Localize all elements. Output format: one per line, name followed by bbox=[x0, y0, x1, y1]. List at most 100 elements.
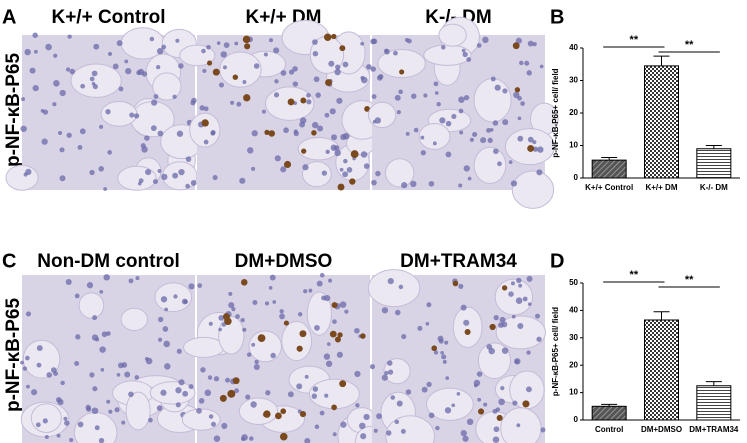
nucleus bbox=[103, 187, 108, 191]
nucleus bbox=[516, 423, 521, 428]
nucleus bbox=[292, 66, 298, 72]
nucleus bbox=[36, 345, 43, 352]
nucleus bbox=[222, 65, 227, 70]
stained-nucleus bbox=[399, 69, 405, 75]
nucleus bbox=[157, 130, 164, 137]
nucleus bbox=[483, 402, 488, 407]
stained-nucleus bbox=[337, 332, 343, 338]
tubule bbox=[384, 158, 415, 188]
nucleus bbox=[274, 155, 281, 162]
nucleus bbox=[242, 80, 247, 85]
stained-nucleus bbox=[325, 79, 332, 87]
nucleus bbox=[336, 97, 343, 104]
nucleus bbox=[502, 88, 508, 94]
tubule bbox=[22, 339, 61, 379]
nucleus bbox=[241, 436, 246, 442]
error-bar bbox=[653, 55, 670, 66]
nucleus bbox=[486, 128, 491, 133]
nucleus bbox=[317, 125, 324, 132]
nucleus bbox=[66, 132, 72, 138]
stained-nucleus bbox=[496, 414, 503, 421]
nucleus bbox=[42, 109, 49, 115]
nucleus bbox=[434, 91, 439, 95]
tubule bbox=[125, 391, 151, 431]
nucleus bbox=[53, 80, 60, 87]
nucleus bbox=[458, 283, 464, 289]
nucleus bbox=[145, 169, 152, 176]
nucleus bbox=[230, 100, 235, 105]
nucleus bbox=[316, 280, 323, 287]
stained-nucleus bbox=[212, 68, 220, 76]
nucleus bbox=[173, 294, 178, 299]
nucleus bbox=[114, 407, 120, 413]
nucleus bbox=[296, 383, 303, 390]
nucleus bbox=[261, 109, 266, 114]
nucleus bbox=[128, 391, 134, 398]
nucleus bbox=[426, 381, 432, 388]
nucleus bbox=[160, 389, 167, 396]
nucleus bbox=[203, 139, 209, 145]
nucleus bbox=[74, 361, 80, 366]
micrograph bbox=[5, 27, 204, 191]
nucleus bbox=[516, 277, 522, 284]
nucleus bbox=[59, 89, 66, 97]
nucleus bbox=[86, 282, 94, 289]
y-tick-label: 50 bbox=[569, 278, 578, 287]
nucleus bbox=[423, 93, 428, 98]
nucleus bbox=[381, 374, 388, 381]
nucleus bbox=[273, 92, 280, 98]
error-bar bbox=[653, 311, 670, 320]
nucleus bbox=[537, 146, 544, 153]
nucleus bbox=[212, 174, 218, 181]
stained-nucleus bbox=[311, 130, 317, 136]
nucleus bbox=[410, 180, 417, 188]
nucleus bbox=[125, 67, 132, 75]
nucleus bbox=[482, 36, 489, 44]
nucleus bbox=[253, 63, 260, 69]
nucleus bbox=[176, 348, 182, 354]
nucleus bbox=[274, 79, 279, 84]
nucleus bbox=[343, 132, 350, 140]
nucleus bbox=[373, 428, 378, 433]
nucleus bbox=[369, 364, 376, 370]
nucleus bbox=[428, 412, 435, 419]
nucleus bbox=[394, 419, 400, 425]
nucleus bbox=[279, 313, 285, 320]
nucleus bbox=[527, 302, 532, 307]
nucleus bbox=[513, 91, 520, 99]
nucleus bbox=[135, 276, 140, 281]
nucleus bbox=[302, 164, 309, 171]
nucleus bbox=[196, 408, 202, 414]
nucleus bbox=[69, 437, 74, 443]
nucleus bbox=[331, 134, 338, 141]
stained-nucleus bbox=[522, 400, 530, 408]
nucleus bbox=[527, 40, 534, 47]
nucleus bbox=[343, 158, 348, 164]
nucleus bbox=[486, 343, 493, 350]
x-tick-label: DM+TRAM34 bbox=[689, 425, 739, 434]
nucleus bbox=[476, 43, 482, 48]
nucleus bbox=[432, 141, 437, 146]
tubule bbox=[162, 161, 198, 191]
nucleus bbox=[324, 393, 329, 398]
nucleus bbox=[355, 403, 360, 408]
nucleus bbox=[45, 43, 52, 51]
tubule bbox=[301, 161, 332, 188]
y-tick-label: 10 bbox=[569, 388, 578, 397]
nucleus bbox=[207, 375, 213, 380]
tubule bbox=[367, 269, 421, 308]
nucleus bbox=[89, 76, 95, 82]
nucleus bbox=[133, 113, 140, 119]
nucleus bbox=[208, 414, 214, 419]
nucleus bbox=[91, 81, 96, 86]
nucleus bbox=[188, 283, 195, 290]
nucleus bbox=[332, 432, 337, 437]
nucleus bbox=[366, 64, 372, 70]
x-tick-label: K+/+ Control bbox=[585, 183, 633, 192]
nucleus bbox=[240, 317, 245, 323]
stained-nucleus bbox=[244, 43, 251, 50]
nucleus bbox=[360, 151, 368, 158]
nucleus bbox=[201, 48, 206, 54]
tubule bbox=[120, 27, 165, 60]
stained-nucleus bbox=[489, 323, 496, 331]
